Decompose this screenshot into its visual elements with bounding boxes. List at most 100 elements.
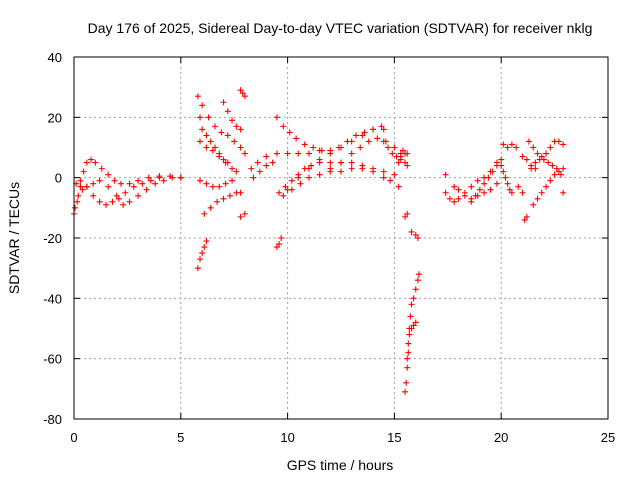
data-point <box>96 177 103 184</box>
data-point <box>126 198 133 205</box>
data-point <box>269 159 276 166</box>
data-point <box>538 189 545 196</box>
data-point <box>451 183 458 190</box>
data-point <box>410 295 417 302</box>
data-point <box>96 198 103 205</box>
data-point <box>442 189 449 196</box>
data-point <box>122 189 129 196</box>
data-point <box>506 186 513 193</box>
data-point <box>229 165 236 172</box>
data-point <box>220 195 227 202</box>
data-point <box>83 159 90 166</box>
data-point <box>530 201 537 208</box>
data-point <box>414 277 421 284</box>
data-point <box>528 162 535 169</box>
y-tick-label: -20 <box>43 231 62 246</box>
data-point <box>237 144 244 151</box>
data-point <box>380 168 387 175</box>
data-point <box>216 153 223 160</box>
data-point <box>316 156 323 163</box>
data-point <box>402 388 409 395</box>
series-arc-ad <box>500 141 520 151</box>
data-point <box>348 165 355 172</box>
data-point <box>391 171 398 178</box>
series-arc-k <box>237 87 248 100</box>
data-point <box>493 180 500 187</box>
data-point <box>263 153 270 160</box>
data-point <box>77 177 84 184</box>
data-point <box>532 165 539 172</box>
data-point <box>305 150 312 157</box>
data-point <box>197 138 204 145</box>
data-point <box>80 168 87 175</box>
x-axis-label: GPS time / hours <box>287 457 394 473</box>
data-point <box>404 364 411 371</box>
data-point <box>380 126 387 133</box>
data-point <box>305 174 312 181</box>
data-point <box>551 171 558 178</box>
data-point <box>534 150 541 157</box>
data-point <box>197 256 204 263</box>
x-tick-label: 20 <box>494 430 508 445</box>
data-point <box>508 189 515 196</box>
data-point <box>103 201 110 208</box>
data-point <box>229 177 236 184</box>
data-point <box>412 319 419 326</box>
data-point <box>461 192 468 199</box>
axis-ticks: 0 5 10 15 20 25 -80 -60 -40 -20 0 20 40 <box>43 50 615 445</box>
data-point <box>90 180 97 187</box>
data-point <box>380 174 387 181</box>
data-point <box>468 183 475 190</box>
data-point <box>316 171 323 178</box>
series-arc-j <box>220 99 244 133</box>
data-point <box>105 183 112 190</box>
data-point <box>558 171 565 178</box>
data-point <box>412 231 419 238</box>
data-point <box>553 165 560 172</box>
data-point <box>344 138 351 145</box>
data-point <box>199 126 206 133</box>
series-arc-aa <box>451 180 500 202</box>
data-point <box>406 331 413 338</box>
grid <box>74 57 608 419</box>
data-point <box>374 135 381 142</box>
x-tick-label: 5 <box>177 430 184 445</box>
data-point <box>280 123 287 130</box>
series-arc-v <box>395 147 409 166</box>
data-point <box>241 93 248 100</box>
data-point <box>199 250 206 257</box>
data-point <box>335 144 342 151</box>
data-point <box>115 195 122 202</box>
data-point <box>560 141 567 148</box>
series-arc-ae <box>515 183 530 223</box>
data-point <box>402 159 409 166</box>
data-point <box>412 286 419 293</box>
data-point <box>560 165 567 172</box>
data-point <box>222 159 229 166</box>
data-point <box>75 192 82 199</box>
data-point <box>90 192 97 199</box>
series-arc-m <box>248 147 323 172</box>
data-point <box>305 165 312 172</box>
data-point <box>254 159 261 166</box>
data-point <box>203 132 210 139</box>
data-point <box>77 183 84 190</box>
data-point <box>201 244 208 251</box>
data-point <box>543 150 550 157</box>
data-point <box>318 147 325 154</box>
data-point <box>348 150 355 157</box>
data-point <box>201 210 208 217</box>
data-point <box>83 183 90 190</box>
data-point <box>280 192 287 199</box>
data-point <box>555 168 562 175</box>
data-point <box>111 177 118 184</box>
data-point <box>508 141 515 148</box>
data-point <box>408 301 415 308</box>
data-point <box>327 165 334 172</box>
data-point <box>126 180 133 187</box>
data-point <box>256 168 263 175</box>
data-point <box>152 180 159 187</box>
data-point <box>224 132 231 139</box>
data-point <box>105 171 112 178</box>
